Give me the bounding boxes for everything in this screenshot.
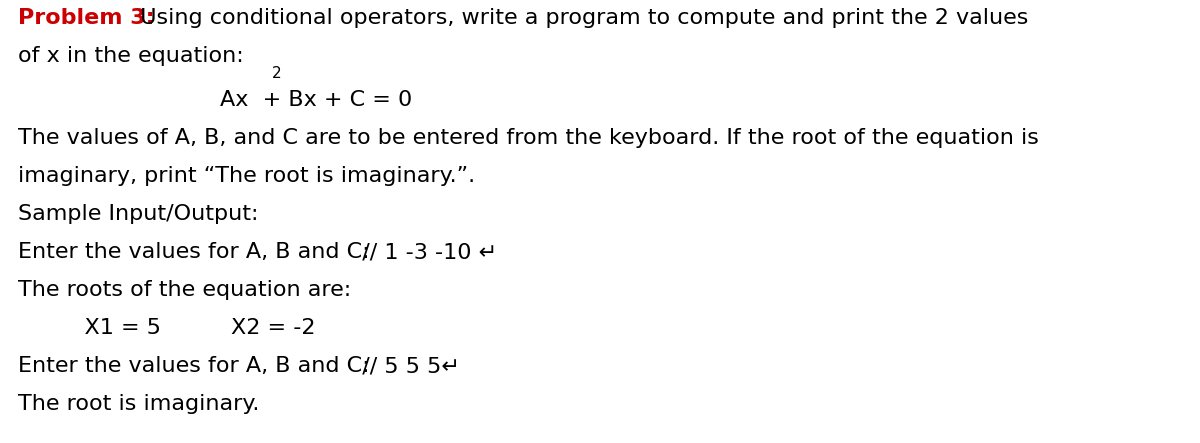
Text: // 5 5 5↵: // 5 5 5↵ — [348, 356, 460, 376]
Text: The root is imaginary.: The root is imaginary. — [18, 394, 259, 414]
Text: Ax  + Bx + C = 0: Ax + Bx + C = 0 — [220, 90, 413, 110]
Text: Problem 3:: Problem 3: — [18, 8, 155, 28]
Text: The values of A, B, and C are to be entered from the keyboard. If the root of th: The values of A, B, and C are to be ente… — [18, 128, 1039, 148]
Text: Enter the values for A, B and C:: Enter the values for A, B and C: — [18, 356, 370, 376]
Text: The roots of the equation are:: The roots of the equation are: — [18, 280, 352, 300]
Text: of x in the equation:: of x in the equation: — [18, 46, 244, 66]
Text: imaginary, print “The root is imaginary.”.: imaginary, print “The root is imaginary.… — [18, 166, 475, 186]
Text: X1 = 5: X1 = 5 — [56, 318, 161, 338]
Text: 2: 2 — [272, 66, 282, 81]
Text: Sample Input/Output:: Sample Input/Output: — [18, 204, 258, 224]
Text: X2 = -2: X2 = -2 — [174, 318, 316, 338]
Text: Using conditional operators, write a program to compute and print the 2 values: Using conditional operators, write a pro… — [126, 8, 1028, 28]
Text: // 1 -3 -10 ↵: // 1 -3 -10 ↵ — [348, 242, 497, 262]
Text: Enter the values for A, B and C:: Enter the values for A, B and C: — [18, 242, 370, 262]
